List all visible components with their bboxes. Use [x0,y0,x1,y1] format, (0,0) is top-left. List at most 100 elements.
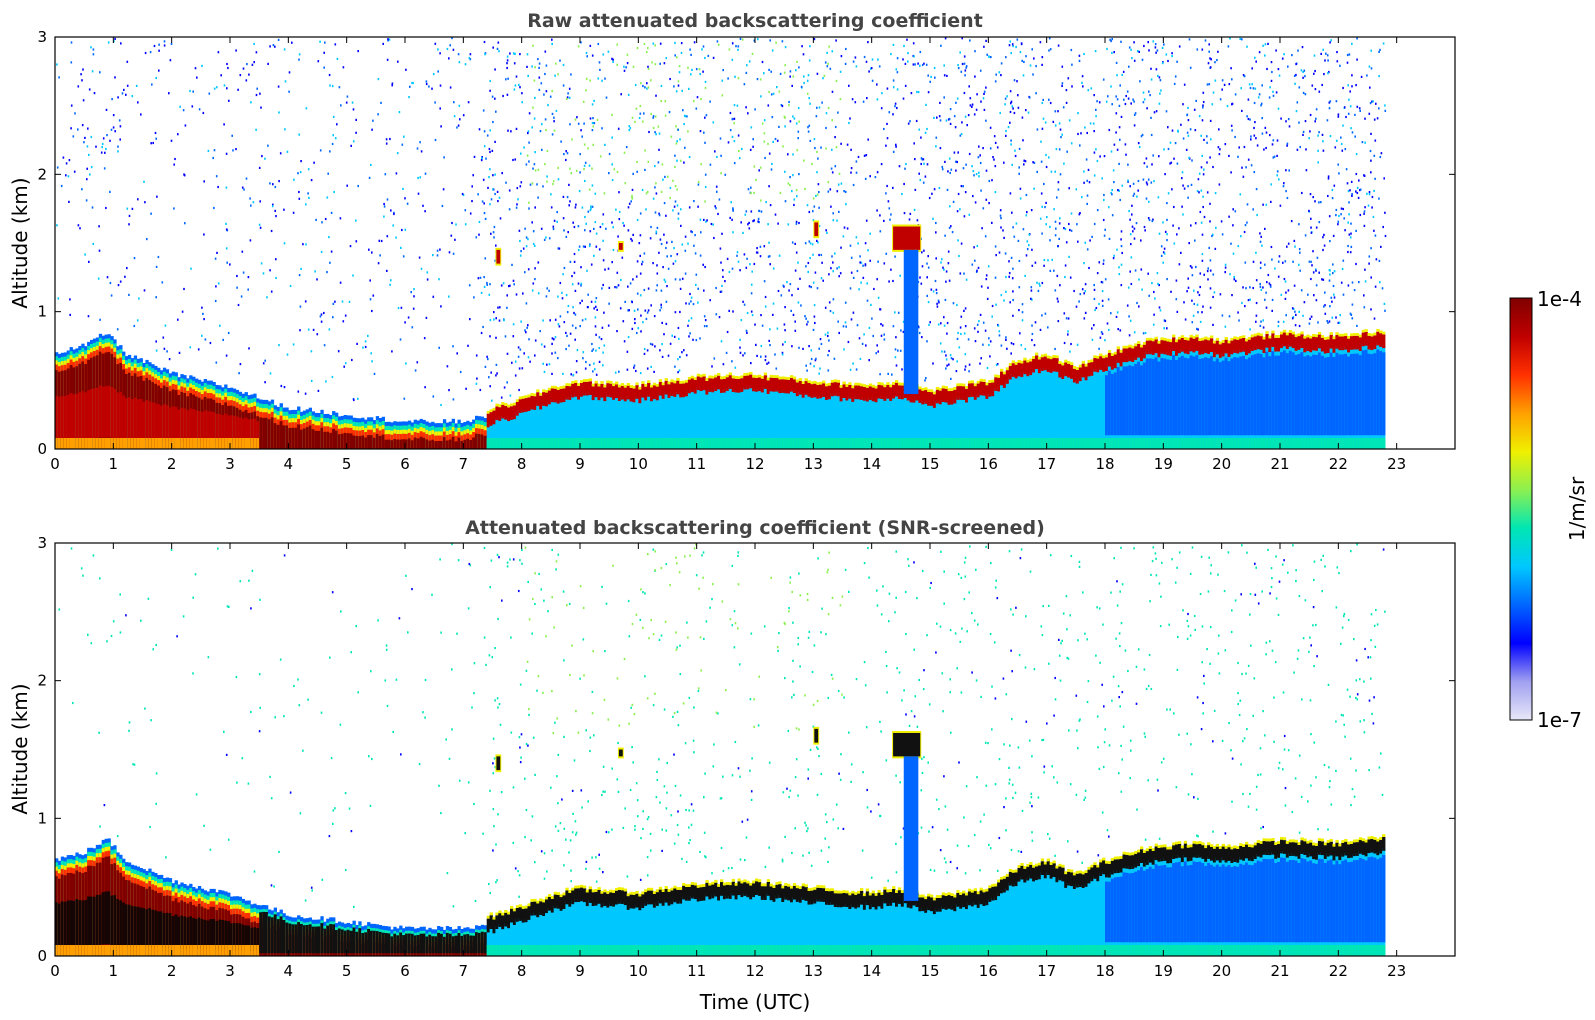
heatmap-cell [562,217,565,220]
heatmap-cell [664,378,668,381]
heatmap-cell [1201,311,1203,314]
heatmap-cell [574,394,578,449]
heatmap-cell [109,281,112,285]
heatmap-cell [1202,104,1204,107]
heatmap-cell [332,134,334,137]
heatmap-cell [947,250,950,253]
heatmap-cell [886,137,889,140]
heatmap-cell [1079,212,1081,215]
heatmap-cell [1237,311,1239,314]
heatmap-cell [1373,154,1376,157]
heatmap-cell [749,385,753,449]
heatmap-cell [964,74,966,77]
heatmap-cell [965,66,967,69]
heatmap-cell [1310,277,1312,281]
heatmap-cell [1054,347,1056,351]
heatmap-cell [1350,180,1353,183]
heatmap-cell [1237,155,1239,158]
heatmap-cell [764,355,767,358]
heatmap-cell [1176,233,1178,236]
heatmap-cell [1119,138,1121,141]
heatmap-cell [77,85,80,88]
heatmap-cell [70,127,72,130]
heatmap-cell [933,116,935,119]
heatmap-cell [612,397,616,449]
heatmap-cell [197,411,202,443]
heatmap-cell [903,182,905,186]
heatmap-cell [1101,299,1104,302]
heatmap-cell [1063,162,1065,165]
heatmap-cell [404,321,406,324]
heatmap-cell [822,77,824,80]
heatmap-cell [1255,251,1257,254]
heatmap-cell [1261,117,1263,120]
heatmap-cell [661,321,663,324]
heatmap-cell [1078,54,1081,57]
heatmap-cell [608,302,610,305]
heatmap-cell [985,169,988,172]
heatmap-cell [965,163,967,166]
heatmap-cell [192,90,194,93]
heatmap-cell [119,125,122,128]
heatmap-cell [356,342,358,345]
heatmap-cell [136,319,139,322]
heatmap-cell [697,183,700,186]
heatmap-cell [416,361,419,364]
heatmap-cell [655,192,658,195]
heatmap-cell [519,53,521,56]
heatmap-cell [674,154,676,157]
heatmap-cell [699,218,702,221]
heatmap-cell [1310,231,1313,234]
heatmap-cell [991,221,993,224]
heatmap-cell [122,438,126,449]
heatmap-cell [1120,238,1122,241]
heatmap-cell [961,37,963,40]
heatmap-cell [1308,209,1310,212]
heatmap-cell [636,218,639,222]
heatmap-cell [99,71,101,74]
heatmap-cell [757,377,762,392]
heatmap-cell [1172,224,1174,227]
heatmap-cell [494,192,496,196]
heatmap-cell [876,171,879,174]
heatmap-cell [1025,109,1027,112]
heatmap-cell [1293,74,1296,77]
heatmap-cell [1203,168,1205,171]
heatmap-cell [183,173,185,176]
heatmap-cell [489,335,491,338]
heatmap-cell [805,317,807,320]
heatmap-cell [760,344,763,348]
heatmap-cell [1098,347,1100,350]
heatmap-cell [835,39,837,42]
heatmap-cell [565,235,568,238]
heatmap-cell [393,212,395,216]
heatmap-cell [597,386,601,401]
heatmap-cell [1302,70,1304,74]
heatmap-cell [1349,105,1352,108]
heatmap-cell [107,385,111,438]
heatmap-cell [1150,133,1153,137]
heatmap-cell [663,202,666,205]
heatmap-cell [1249,118,1251,121]
heatmap-cell [907,52,909,55]
heatmap-cell [515,402,520,416]
heatmap-cell [311,429,315,449]
heatmap-cell [764,359,767,362]
heatmap-cell [1255,137,1257,140]
heatmap-cell [462,193,465,197]
heatmap-cell [1384,109,1387,112]
heatmap-cell [665,322,668,325]
heatmap-cell [1086,131,1088,135]
heatmap-cell [957,67,960,70]
heatmap-cell [1276,139,1279,142]
heatmap-cell [1349,236,1352,239]
heatmap-cell [767,223,769,226]
heatmap-cell [1022,74,1025,77]
heatmap-cell [944,298,947,301]
heatmap-cell [680,224,682,227]
heatmap-cell [982,321,985,324]
heatmap-cell [1067,330,1069,333]
heatmap-cell [60,396,65,440]
heatmap-cell [270,290,273,293]
heatmap-cell [991,179,993,182]
